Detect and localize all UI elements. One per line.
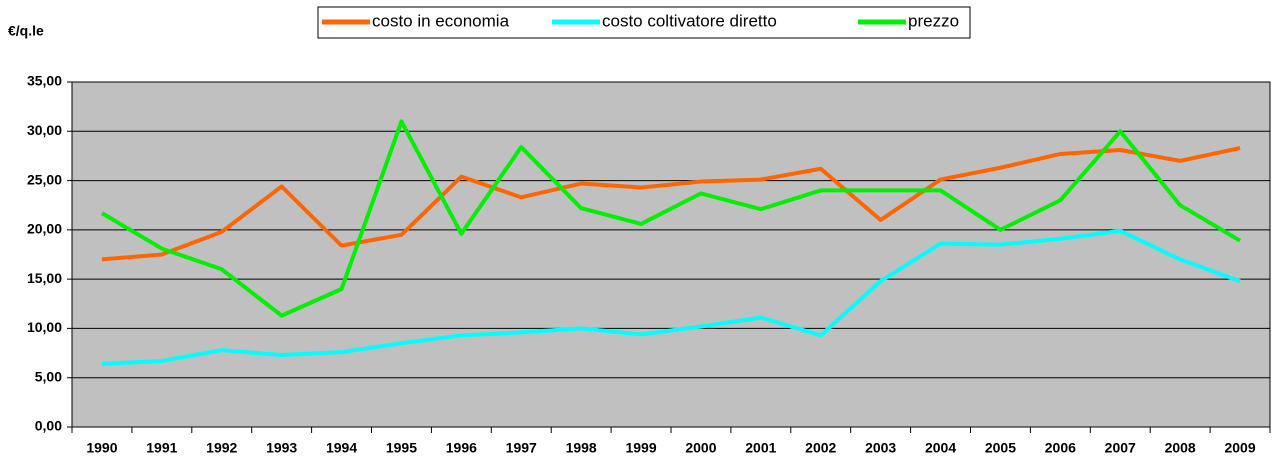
legend-label: costo coltivatore diretto <box>602 11 777 30</box>
legend-label: costo in economia <box>372 11 510 30</box>
y-tick-label: 35,00 <box>27 73 62 89</box>
x-tick-label: 2007 <box>1105 440 1136 456</box>
y-tick-label: 10,00 <box>27 319 62 335</box>
x-tick-label: 2006 <box>1045 440 1076 456</box>
x-tick-label: 1996 <box>446 440 477 456</box>
x-tick-label: 1992 <box>206 440 237 456</box>
legend-label: prezzo <box>908 11 959 30</box>
x-tick-label: 1990 <box>86 440 117 456</box>
x-tick-label: 1999 <box>625 440 656 456</box>
y-tick-label: 5,00 <box>35 368 62 384</box>
x-tick-label: 1994 <box>326 440 357 456</box>
x-tick-label: 2005 <box>985 440 1016 456</box>
x-tick-label: 1995 <box>386 440 417 456</box>
series-line <box>100 119 1242 318</box>
plot-area <box>71 81 1271 428</box>
x-tick-label: 1998 <box>566 440 597 456</box>
x-tick-label: 2003 <box>865 440 896 456</box>
y-tick-label: 30,00 <box>27 122 62 138</box>
x-tick-label: 1991 <box>146 440 177 456</box>
x-tick-label: 2008 <box>1165 440 1196 456</box>
x-tick-label: 2004 <box>925 440 956 456</box>
x-tick-label: 1997 <box>506 440 537 456</box>
y-tick-label: 25,00 <box>27 171 62 187</box>
x-tick-label: 2000 <box>685 440 716 456</box>
x-tick-label: 2009 <box>1224 440 1255 456</box>
y-tick-label: 20,00 <box>27 221 62 237</box>
series-line <box>101 146 1241 262</box>
x-tick-label: 2002 <box>805 440 836 456</box>
series-line <box>101 228 1241 366</box>
y-tick-label: 15,00 <box>27 270 62 286</box>
x-tick-label: 1993 <box>266 440 297 456</box>
x-tick-label: 2001 <box>745 440 776 456</box>
y-axis-label: €/q.le <box>8 23 44 39</box>
y-tick-label: 0,00 <box>35 418 62 434</box>
